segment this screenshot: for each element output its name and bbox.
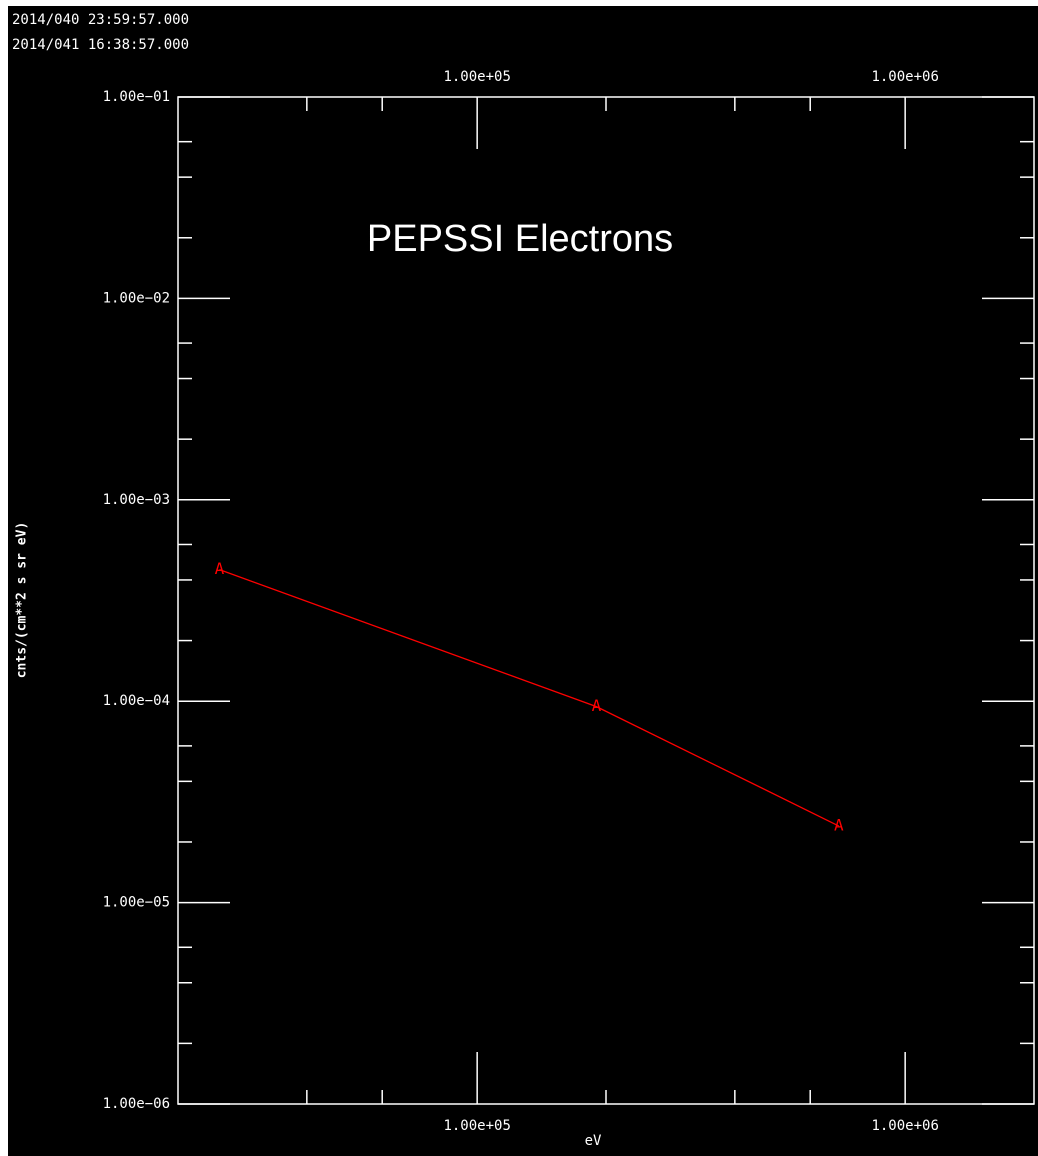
y-tick-label: 1.00e−04	[103, 693, 170, 709]
x-tick-label-top: 1.00e+06	[871, 69, 938, 85]
annotation: PEPSSI Electrons	[367, 218, 673, 260]
y-tick-label: 1.00e−02	[103, 290, 170, 306]
plot-background	[8, 6, 1038, 1156]
header-line: 2014/040 23:59:57.000	[12, 12, 189, 28]
x-tick-label: 1.00e+05	[443, 1118, 510, 1134]
data-line	[219, 569, 840, 827]
x-tick-label-top: 1.00e+05	[443, 69, 510, 85]
axes	[178, 96, 1034, 1105]
y-tick-label: 1.00e−06	[103, 1096, 170, 1112]
x-axis-label: eV	[585, 1133, 602, 1149]
header-line: 2014/041 16:38:57.000	[12, 37, 189, 53]
y-axis-label: cnts/(cm**2 s sr eV)	[15, 522, 30, 679]
y-tick-label: 1.00e−05	[103, 895, 170, 911]
data-point: A	[592, 696, 602, 715]
data-point: A	[215, 559, 225, 578]
y-tick-label: 1.00e−01	[103, 89, 170, 105]
x-tick-label: 1.00e+06	[871, 1118, 938, 1134]
data-point: A	[834, 816, 844, 835]
y-tick-label: 1.00e−03	[103, 492, 170, 508]
